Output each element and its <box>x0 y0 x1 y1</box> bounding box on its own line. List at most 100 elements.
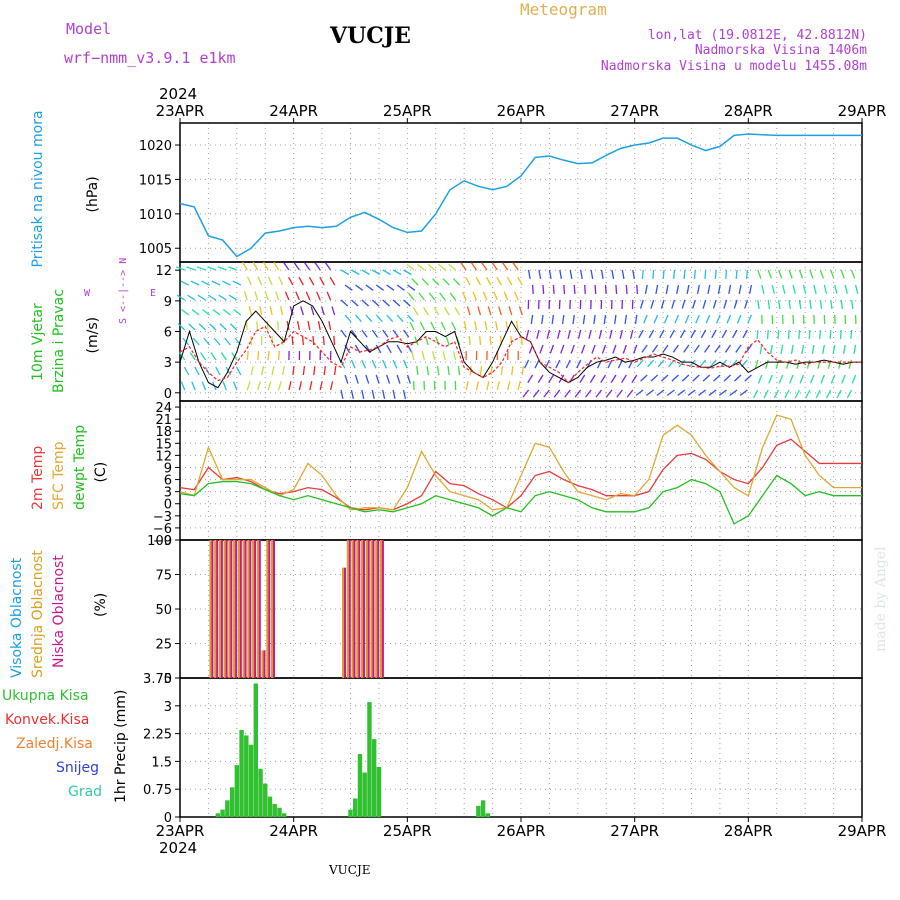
wind-arrow <box>277 350 281 361</box>
wind-arrow <box>288 381 292 391</box>
wind-arrow <box>646 389 655 396</box>
wind-arrow <box>792 284 796 294</box>
wind-arrow <box>622 344 627 354</box>
wind-arrow <box>742 329 748 339</box>
wind-arrow <box>340 389 344 399</box>
wind-arrow <box>754 359 759 369</box>
wind-arrow <box>788 299 791 310</box>
wind-arrow <box>700 329 707 339</box>
wind-arrow <box>201 381 207 391</box>
wind-arrow <box>811 344 815 354</box>
wind-arrow <box>661 374 669 382</box>
wind-arrow <box>609 329 613 339</box>
wind-arrow <box>219 323 227 331</box>
wind-arrow <box>246 381 251 391</box>
pressure-series-line <box>179 133 862 258</box>
precip-bar <box>353 798 358 817</box>
wind-arrow <box>673 269 676 280</box>
wind-arrow <box>250 366 254 376</box>
wind-arrow <box>584 284 586 295</box>
wind-arrow <box>406 374 411 384</box>
time-label-top: 24APR <box>269 102 318 120</box>
wind-arrow <box>396 314 404 323</box>
wind-arrow <box>551 314 555 325</box>
y-tick-label: 18 <box>155 425 172 440</box>
wind-arrow <box>403 269 412 276</box>
precip-legend-2: Zaledj.Kisa <box>16 736 93 752</box>
temp-sfc-line <box>179 414 862 511</box>
wind-arrow <box>428 292 436 301</box>
wind-arrow <box>496 381 500 391</box>
wind-arrow <box>848 359 853 369</box>
wind-arrow <box>496 276 502 286</box>
wind-arrow <box>431 351 436 361</box>
wind-arrow <box>676 284 680 294</box>
wind-arrow <box>354 314 362 323</box>
wind-arrow <box>412 307 419 316</box>
y-tick-label: 9 <box>164 461 172 476</box>
wind-arrow <box>716 314 721 324</box>
wind-arrow <box>808 329 811 340</box>
wind-arrow <box>470 262 478 271</box>
y-tick-label: 6 <box>164 326 172 341</box>
wind-arrow <box>224 337 231 346</box>
wind-arrow <box>207 266 217 271</box>
wind-arrow <box>684 314 690 324</box>
wind-arrow <box>728 284 732 294</box>
precip-bar <box>253 683 258 817</box>
wind-arrow <box>798 299 802 310</box>
wind-arrow <box>276 320 280 331</box>
wind-arrow <box>309 381 313 391</box>
wind-arrow <box>202 308 210 316</box>
y-tick-label: 3 <box>164 486 172 501</box>
wind-arrow <box>688 359 696 368</box>
wind-arrow <box>421 351 426 361</box>
wind-arrow <box>778 374 784 384</box>
wind-arrow <box>308 276 315 286</box>
wind-arrow <box>577 329 582 339</box>
cloud-ylabel-3: Niska Oblacnost <box>51 555 67 668</box>
wind-arrow <box>197 294 206 301</box>
wind-arrow <box>819 299 823 310</box>
wind-arrow <box>842 344 846 354</box>
wind-arrow <box>744 374 752 382</box>
y-tick-label: 0 <box>164 498 172 513</box>
wind-arrow <box>319 381 323 391</box>
wind-arrow <box>218 294 227 301</box>
wind-arrow <box>594 284 597 295</box>
model-elevation: Nadmorska Visina u modelu 1455.08m <box>601 59 867 74</box>
wind-arrow <box>699 359 707 368</box>
wind-arrow <box>328 321 332 331</box>
wind-arrow <box>351 269 360 276</box>
wind-arrow <box>392 299 401 307</box>
time-axis: 23APR 23APR 24APR 24APR 25APR 25APR 26APR 26APR… <box>156 102 887 840</box>
wind-arrow <box>723 299 728 309</box>
wind-arrow <box>375 284 384 291</box>
wind-arrow <box>440 321 446 331</box>
wind-arrow <box>527 374 534 383</box>
wind-arrow <box>189 352 196 361</box>
wind-arrow <box>512 262 519 271</box>
wind-arrow <box>426 365 430 376</box>
wind-arrow <box>695 314 700 324</box>
compass-ns: S <--|--> N <box>118 258 129 324</box>
wind-arrow <box>573 284 576 295</box>
wind-arrow <box>757 299 760 310</box>
wind-arrow <box>708 389 717 396</box>
wind-arrow <box>631 374 638 383</box>
wind-arrow <box>411 351 415 361</box>
precip-bar <box>248 744 254 817</box>
wind-arrow <box>840 269 845 279</box>
wind-arrow <box>257 276 263 286</box>
wind-arrow <box>365 314 373 323</box>
wind-arrow <box>275 291 280 301</box>
precip-unit: 1hr Precip (mm) <box>113 690 129 803</box>
wind-arrow <box>424 336 429 346</box>
wind-arrow <box>350 359 356 369</box>
wind-arrow <box>546 329 551 339</box>
wind-arrow <box>319 276 325 286</box>
wind-arrow <box>768 374 773 384</box>
y-tick-label: 1005 <box>139 242 172 257</box>
wind-arrow <box>187 294 196 301</box>
wind-arrow <box>636 284 639 295</box>
